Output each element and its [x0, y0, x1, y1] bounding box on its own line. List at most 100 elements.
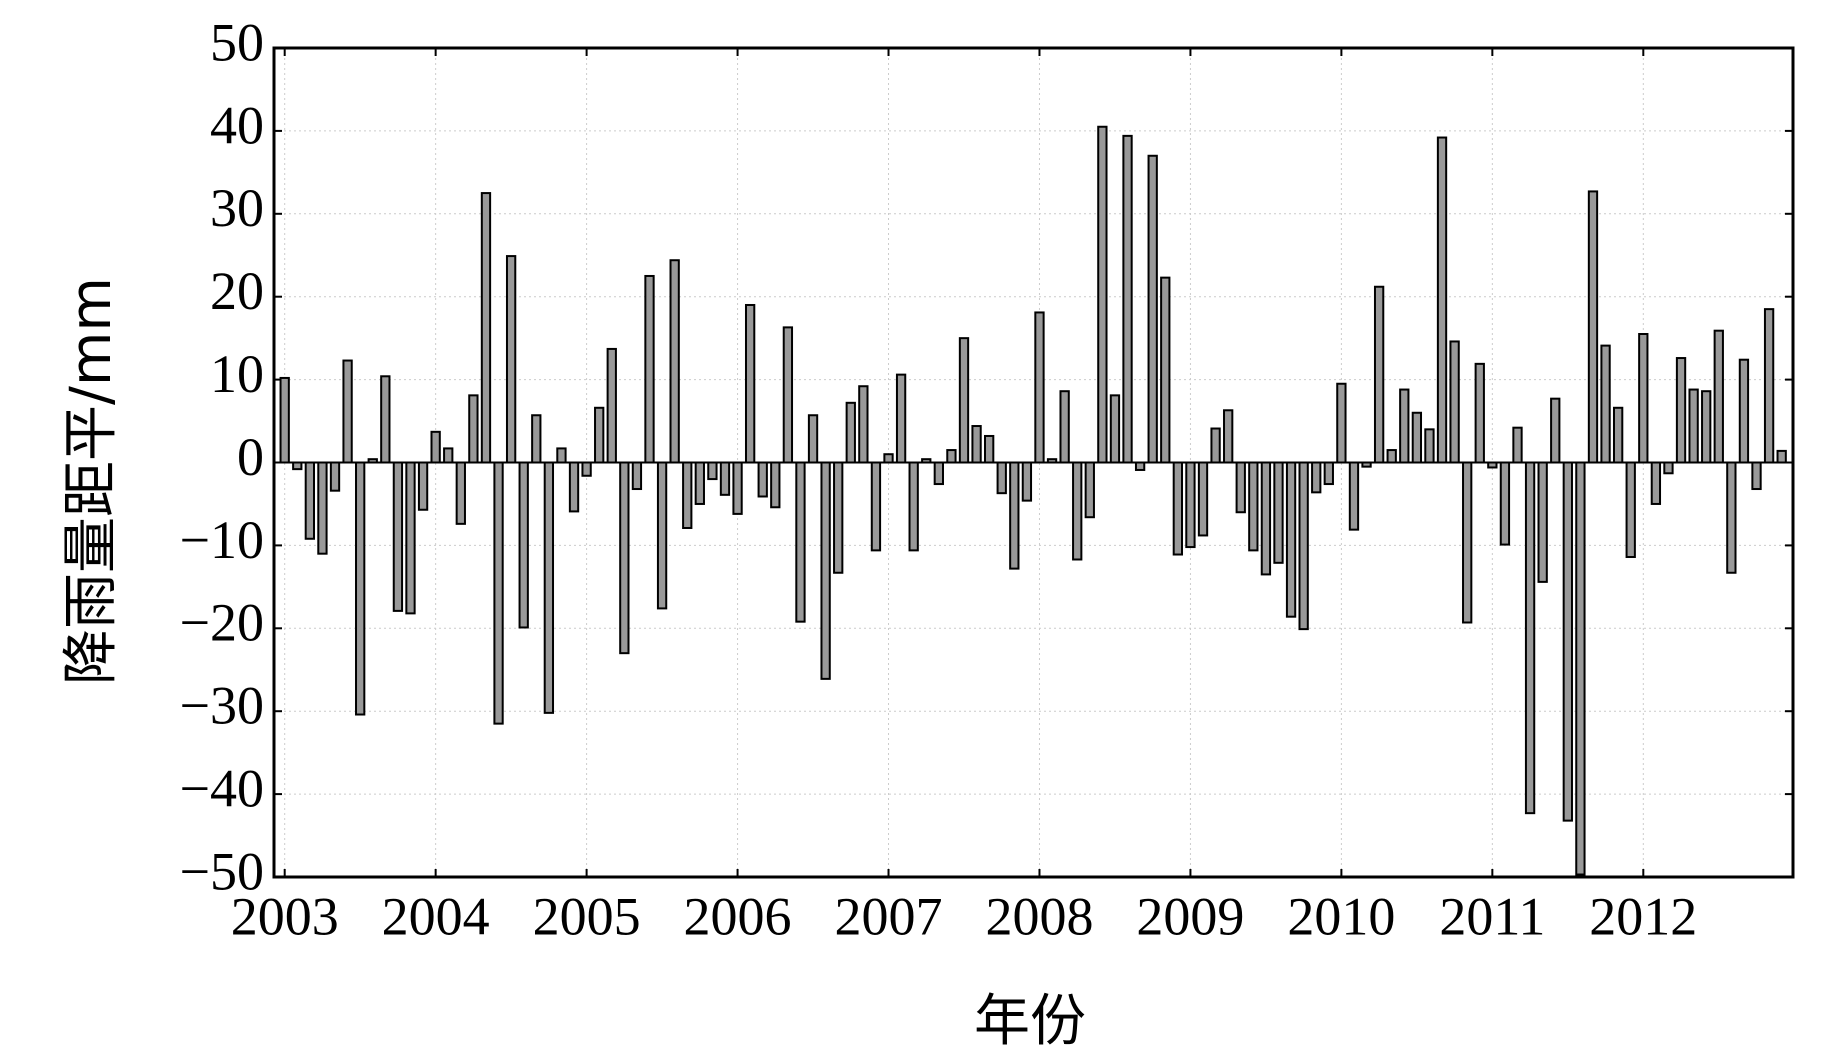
bar [1776, 449, 1787, 464]
plot-frame [272, 46, 1795, 879]
bar [1449, 340, 1460, 464]
bar [656, 461, 668, 610]
bar [1524, 461, 1536, 815]
bar [1386, 449, 1397, 464]
bar [518, 461, 529, 629]
bar [858, 385, 869, 464]
bar [644, 274, 655, 464]
bar [1499, 461, 1511, 546]
bar [1235, 461, 1246, 514]
bar [531, 414, 542, 464]
y-tick-label: −40 [180, 758, 264, 818]
x-tick-label: 2004 [382, 886, 490, 946]
x-tick-label: 2011 [1439, 886, 1545, 946]
y-tick-label: −20 [180, 593, 264, 653]
y-tick-label: 0 [237, 427, 264, 487]
bar [556, 447, 567, 464]
bar [606, 347, 617, 464]
bar [1650, 461, 1662, 505]
bar [870, 461, 882, 552]
bar [1474, 362, 1485, 464]
bar [1575, 461, 1586, 876]
bar [417, 461, 429, 511]
bar [355, 461, 366, 716]
bar [933, 461, 944, 486]
bar [380, 375, 391, 464]
bar [908, 461, 919, 552]
y-tick-label: −10 [180, 510, 264, 570]
x-tick-label: 2003 [231, 886, 339, 946]
bar [1675, 357, 1687, 464]
bar [1109, 394, 1121, 464]
bar [1462, 461, 1473, 624]
bar [1550, 397, 1561, 464]
bar [1436, 136, 1448, 464]
bar [1059, 390, 1070, 464]
bar [443, 447, 454, 464]
bar [455, 461, 466, 525]
bar [1160, 276, 1171, 464]
bar [1348, 461, 1360, 531]
bar [594, 406, 605, 464]
x-tick-label: 2007 [835, 886, 943, 946]
bar [1021, 461, 1033, 502]
y-tick-label: 50 [210, 12, 264, 72]
bar [304, 461, 316, 540]
bar [1562, 461, 1573, 822]
bar [568, 461, 580, 513]
bar [845, 401, 856, 464]
bar [1122, 134, 1133, 464]
bar [1713, 329, 1724, 464]
y-tick-label: −30 [180, 676, 264, 736]
bar [757, 461, 768, 498]
bar [707, 461, 718, 481]
bar [1185, 461, 1196, 549]
x-tick-label: 2009 [1136, 886, 1244, 946]
bar [1311, 461, 1322, 494]
bar [1285, 461, 1297, 618]
bar [1072, 461, 1083, 561]
bar [1751, 461, 1762, 491]
bar [1424, 428, 1435, 464]
bar [1009, 461, 1020, 570]
y-tick-label: 30 [210, 178, 264, 238]
bar [1147, 154, 1158, 464]
bar [833, 461, 844, 574]
bar [1625, 461, 1636, 559]
bar [820, 461, 831, 680]
bar [1399, 388, 1410, 464]
bar [468, 394, 479, 464]
bar [682, 461, 693, 529]
bar [505, 255, 517, 464]
y-tick-label: 20 [210, 261, 264, 321]
x-tick-label: 2006 [684, 886, 792, 946]
bar [770, 461, 781, 509]
bar [958, 337, 970, 464]
bar [1248, 461, 1259, 552]
bar [317, 461, 328, 555]
bar [807, 414, 819, 464]
bar [1373, 285, 1385, 464]
bar [694, 461, 705, 505]
bar [480, 192, 492, 464]
bar [782, 326, 794, 464]
bar [1612, 406, 1624, 464]
bar [744, 303, 756, 464]
bar [984, 434, 995, 464]
bar [1688, 388, 1699, 464]
bar [279, 376, 290, 464]
bar [1600, 344, 1611, 464]
bar [1223, 409, 1234, 464]
bar [895, 373, 907, 464]
bar [405, 461, 416, 615]
bar [1134, 461, 1146, 471]
bar [1738, 358, 1750, 464]
bar [1172, 461, 1184, 556]
bar [619, 461, 630, 655]
bar [795, 461, 806, 623]
bar [1197, 461, 1209, 537]
bar [1336, 382, 1347, 464]
bar [329, 461, 341, 492]
bar [1701, 390, 1712, 464]
bar [996, 461, 1007, 495]
